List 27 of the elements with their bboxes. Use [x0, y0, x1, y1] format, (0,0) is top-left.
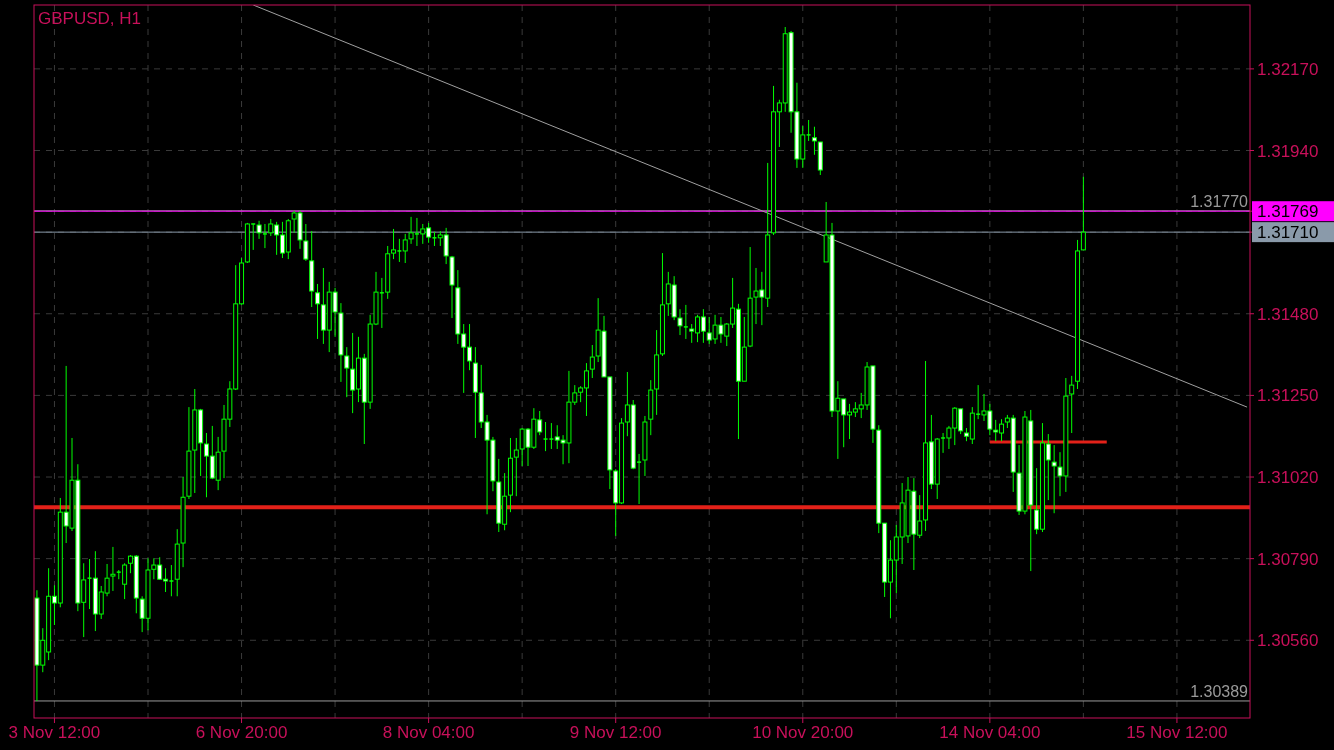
ref-line-label: 1.30389: [1190, 682, 1249, 700]
x-tick-label: 8 Nov 04:00: [382, 723, 475, 742]
y-tick-label: 1.31710: [1257, 223, 1319, 243]
y-tick-label: 1.31480: [1257, 304, 1319, 324]
x-tick-label: 10 Nov 20:00: [752, 723, 854, 742]
candlestick: [262, 223, 268, 249]
y-tick-label: 1.31769: [1257, 202, 1319, 222]
candlestick: [805, 119, 812, 142]
ref-line-label: 1.31770: [1190, 192, 1249, 210]
candlestick: [1069, 375, 1075, 434]
candlestick: [110, 546, 116, 592]
x-tick-label: 9 Nov 12:00: [569, 723, 662, 742]
y-tick-label: 1.31020: [1257, 468, 1319, 488]
x-tick-label: 15 Nov 12:00: [1126, 723, 1228, 742]
candlestick: [683, 304, 689, 340]
y-tick-label: 1.30560: [1257, 631, 1319, 651]
x-tick-label: 14 Nov 04:00: [939, 723, 1041, 742]
candlestick: [548, 422, 555, 450]
candlestick: [542, 421, 549, 452]
y-tick-label: 1.30790: [1257, 549, 1319, 569]
x-tick-label: 6 Nov 20:00: [195, 723, 288, 742]
candlestick: [315, 283, 321, 340]
y-tick-label: 1.31250: [1257, 386, 1319, 406]
x-tick-label: 3 Nov 12:00: [8, 723, 101, 742]
y-tick-label: 1.31940: [1257, 141, 1319, 161]
chart-title: GBPUSD, H1: [38, 9, 141, 28]
y-tick-label: 1.32170: [1257, 59, 1319, 79]
